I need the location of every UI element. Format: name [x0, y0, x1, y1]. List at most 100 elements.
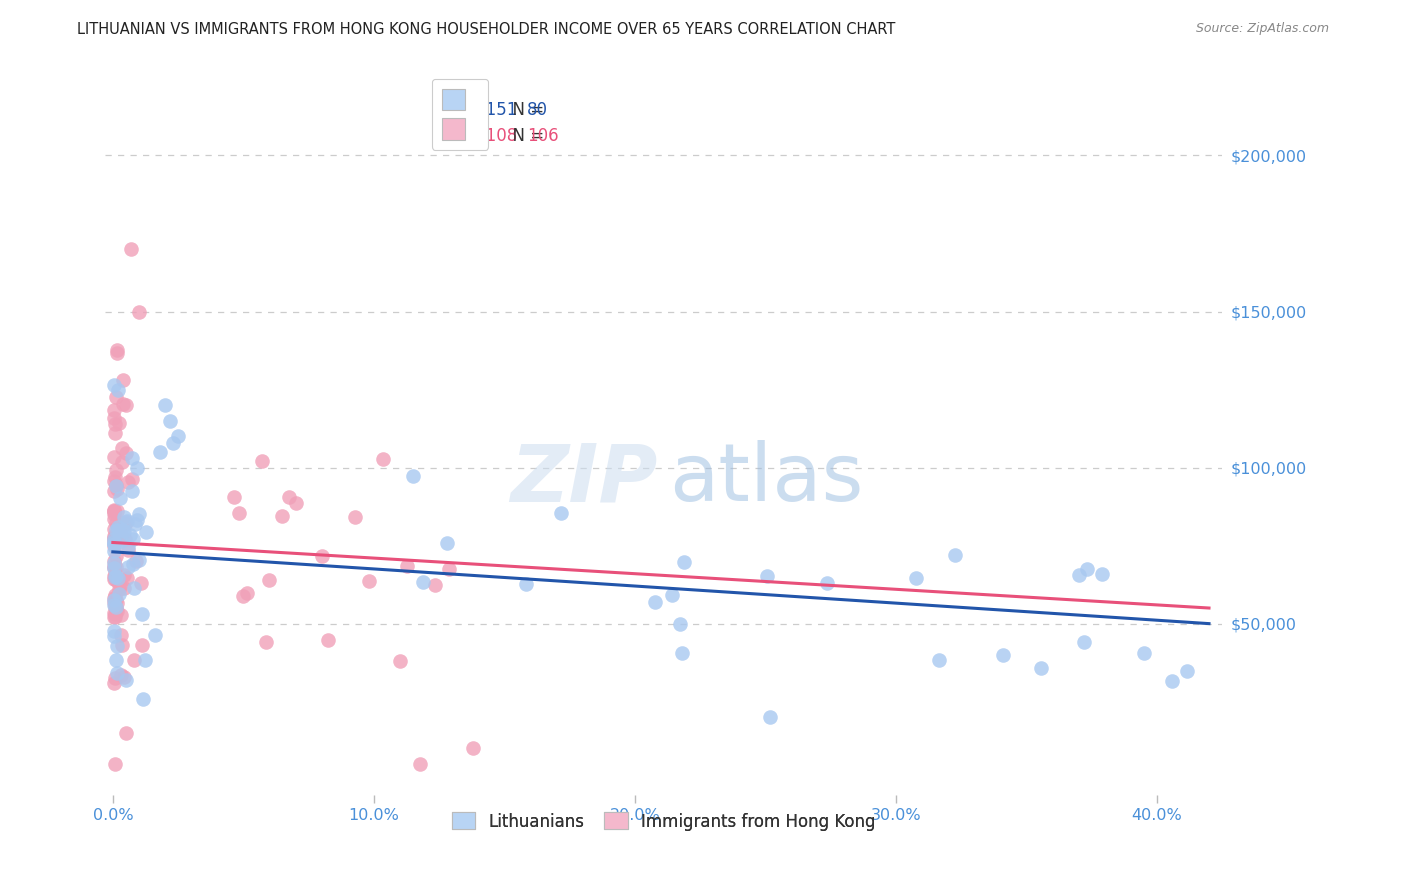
Point [117, 475, 139, 489]
Point [125, 513, 148, 527]
Point [105, 600, 128, 615]
Point [103, 537, 125, 551]
Point [120, 242, 142, 256]
Point [222, 490, 245, 504]
Point [134, 653, 156, 667]
Point [149, 445, 172, 459]
Point [103, 535, 125, 549]
Point [114, 532, 136, 546]
Point [104, 478, 127, 492]
Point [278, 490, 301, 504]
Point [110, 607, 132, 622]
Point [114, 516, 136, 531]
Point [128, 553, 150, 567]
Point [131, 607, 153, 622]
Point [232, 589, 254, 603]
Point [103, 450, 125, 464]
Point [103, 606, 125, 620]
Text: -0.151: -0.151 [465, 101, 517, 119]
Text: -0.108: -0.108 [465, 128, 517, 145]
Point [112, 567, 135, 582]
Point [371, 452, 394, 467]
Point [107, 520, 129, 534]
Point [395, 559, 418, 574]
Point [103, 474, 125, 488]
Point [111, 639, 134, 653]
Point [108, 587, 131, 601]
Point [316, 632, 339, 647]
Point [117, 559, 139, 574]
Point [107, 523, 129, 537]
Point [103, 675, 125, 690]
Point [114, 515, 136, 529]
Point [928, 653, 950, 667]
Point [115, 514, 138, 528]
Point [672, 555, 695, 569]
Point [1076, 562, 1098, 576]
Point [661, 588, 683, 602]
Point [103, 629, 125, 643]
Point [103, 593, 125, 607]
Point [103, 532, 125, 546]
Point [669, 617, 692, 632]
Point [107, 573, 129, 587]
Point [285, 496, 308, 510]
Point [124, 517, 146, 532]
Point [104, 560, 127, 574]
Point [103, 411, 125, 425]
Point [357, 574, 380, 588]
Point [254, 634, 277, 648]
Point [756, 568, 779, 582]
Point [103, 532, 125, 546]
Point [120, 527, 142, 541]
Point [423, 578, 446, 592]
Point [236, 585, 259, 599]
Point [105, 504, 128, 518]
Point [103, 598, 125, 612]
Point [402, 469, 425, 483]
Point [103, 556, 125, 570]
Point [103, 554, 125, 568]
Point [103, 544, 125, 558]
Point [311, 549, 333, 564]
Point [112, 671, 135, 685]
Point [104, 463, 127, 477]
Point [107, 571, 129, 585]
Point [103, 610, 125, 624]
Point [167, 429, 190, 443]
Point [103, 377, 125, 392]
Point [461, 740, 484, 755]
Point [110, 628, 132, 642]
Point [115, 398, 138, 412]
Text: R =: R = [436, 101, 471, 119]
Point [388, 655, 411, 669]
Point [104, 570, 127, 584]
Point [1069, 567, 1091, 582]
Point [103, 539, 125, 553]
Point [107, 383, 129, 397]
Point [343, 510, 366, 524]
Point [103, 534, 125, 549]
Point [111, 441, 134, 455]
Point [1073, 635, 1095, 649]
Point [104, 469, 127, 483]
Point [815, 576, 838, 591]
Point [110, 524, 132, 538]
Point [103, 561, 125, 575]
Point [103, 528, 125, 542]
Point [103, 532, 125, 546]
Point [437, 561, 460, 575]
Point [104, 607, 127, 622]
Point [115, 673, 138, 688]
Point [117, 540, 139, 554]
Point [108, 417, 131, 431]
Point [159, 414, 181, 428]
Text: LITHUANIAN VS IMMIGRANTS FROM HONG KONG HOUSEHOLDER INCOME OVER 65 YEARS CORRELA: LITHUANIAN VS IMMIGRANTS FROM HONG KONG … [77, 22, 896, 37]
Point [108, 579, 131, 593]
Point [1161, 674, 1184, 689]
Point [105, 549, 128, 563]
Point [117, 571, 139, 585]
Point [105, 346, 128, 360]
Point [111, 455, 134, 469]
Text: ZIP: ZIP [510, 441, 658, 518]
